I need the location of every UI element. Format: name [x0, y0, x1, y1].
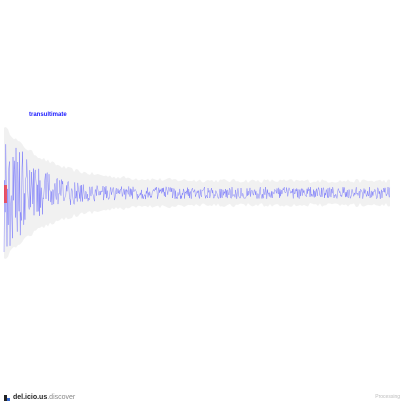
envelope-shape — [4, 127, 390, 259]
waveform-line — [3, 144, 390, 253]
footer-brand[interactable]: del.icio.us.discover — [4, 394, 75, 401]
origin-highlight — [4, 185, 7, 203]
origin-marker — [4, 185, 7, 203]
processing-credit[interactable]: Processing — [375, 394, 400, 400]
brand-name: del.icio.us — [13, 394, 48, 401]
term-label[interactable]: transultimate — [29, 112, 67, 118]
delicious-logo-icon — [4, 394, 10, 401]
brand-suffix: .discover — [47, 394, 76, 401]
activity-envelope — [4, 127, 390, 259]
activity-waveform — [3, 144, 390, 253]
